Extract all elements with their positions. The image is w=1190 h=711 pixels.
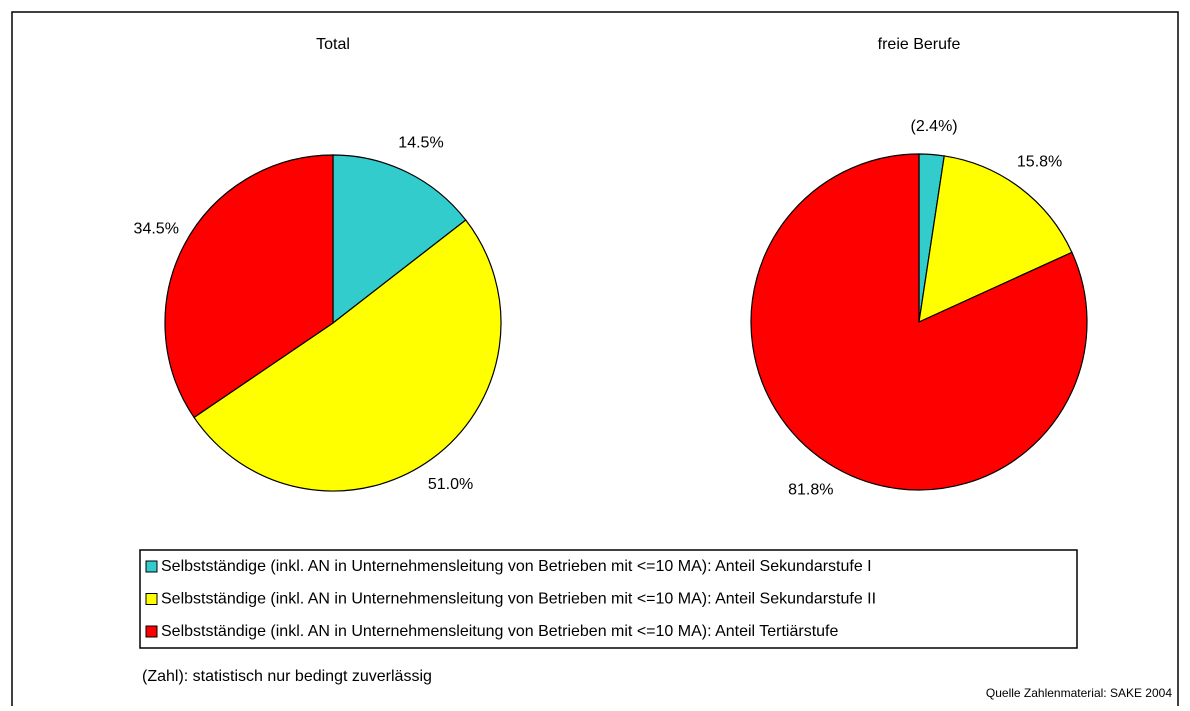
source: Quelle Zahlenmaterial: SAKE 2004 — [986, 686, 1172, 700]
legend-label: Selbstständige (inkl. AN in Unternehmens… — [161, 623, 839, 640]
data-label: 15.8% — [1017, 154, 1062, 171]
data-label: (2.4%) — [911, 118, 958, 135]
pie-slice — [332, 154, 467, 325]
note: (Zahl): statistisch nur bedingt zuverläs… — [142, 668, 432, 685]
legend-swatch — [145, 593, 158, 605]
legend-swatch — [145, 625, 158, 638]
chart-title: Total — [316, 36, 350, 53]
chart-title: freie Berufe — [878, 36, 961, 53]
legend-label: Selbstständige (inkl. AN in Unternehmens… — [161, 558, 872, 575]
pie-slice — [164, 154, 334, 419]
pie-slice — [193, 219, 502, 492]
pie-slice — [750, 153, 1088, 491]
data-label: 14.5% — [398, 135, 443, 152]
legend-label: Selbstständige (inkl. AN in Unternehmens… — [161, 591, 876, 608]
legend-swatch — [145, 560, 158, 573]
data-label: 34.5% — [134, 221, 179, 238]
pie-slice — [918, 155, 1073, 324]
data-label: 51.0% — [428, 476, 473, 493]
legend-box — [139, 549, 1078, 649]
data-label: 81.8% — [788, 481, 833, 498]
